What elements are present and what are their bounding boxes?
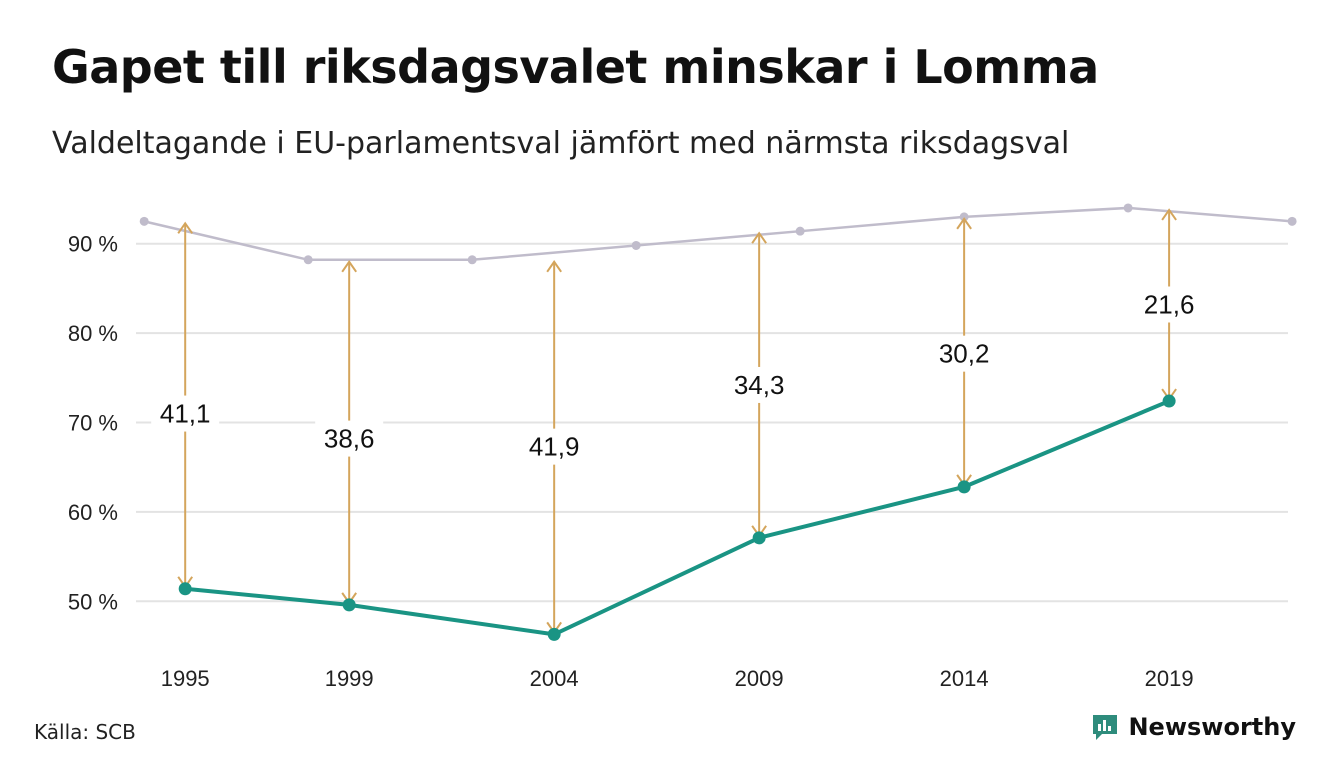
gap-label-bg (1135, 286, 1204, 323)
y-tick-label: 50 % (68, 589, 118, 614)
gap-arrowhead-up (341, 260, 358, 273)
gap-arrowhead-up (177, 221, 194, 234)
riksdag-point (795, 226, 805, 236)
gap-arrowhead-up (546, 260, 562, 273)
gap-label: 21,6 (1144, 289, 1195, 319)
eu-point (752, 531, 766, 545)
x-tick-label: 2014 (940, 666, 989, 691)
gap-arrowhead-up (956, 217, 972, 230)
riksdag-point (1123, 203, 1133, 213)
source-note: Källa: SCB (34, 720, 136, 744)
chart-subtitle: Valdeltagande i EU-parlamentsval jämfört… (52, 126, 1070, 161)
eu-series (178, 394, 1176, 641)
riksdag-point (631, 240, 641, 250)
riksdag-point (467, 255, 477, 265)
x-tick-label: 1999 (325, 666, 374, 691)
x-tick-label: 2004 (530, 666, 579, 691)
gap-label: 41,1 (160, 399, 211, 429)
gap-labels: 41,1 38,6 41,9 34,3 30,2 21,6 (151, 286, 1204, 465)
riksdag-series (139, 203, 1297, 265)
gap-arrowhead-up (1161, 208, 1177, 221)
y-tick-label: 60 % (68, 500, 118, 525)
chart-title: Gapet till riksdagsvalet minskar i Lomma (52, 40, 1099, 94)
gap-label: 30,2 (939, 339, 990, 369)
y-tick-label: 90 % (68, 232, 118, 257)
gap-label-bg (315, 420, 384, 457)
riksdag-line (143, 206, 1293, 262)
eu-point (342, 598, 356, 612)
y-tick-label: 70 % (68, 411, 118, 436)
gap-label: 41,9 (529, 432, 580, 462)
bar-chart-speech-bubble-icon (1093, 715, 1118, 740)
x-tick-label: 2019 (1145, 666, 1194, 691)
eu-line (185, 399, 1170, 637)
line-chart: 50 % 60 % 70 % 80 % 90 % 1995 1999 2004 2009 201… (68, 203, 1297, 691)
gap-label: 38,6 (324, 424, 375, 454)
y-axis: 50 % 60 % 70 % 80 % 90 % (68, 232, 118, 615)
riksdag-point (303, 255, 313, 265)
riksdag-point (1287, 216, 1297, 226)
brand-logo: Newsworthy (1090, 712, 1296, 742)
y-tick-label: 80 % (68, 321, 118, 346)
x-tick-label: 1995 (161, 666, 210, 691)
gap-arrowhead-up (751, 231, 767, 244)
x-axis: 1995 1999 2004 2009 2014 2019 (161, 666, 1194, 691)
riksdag-point (139, 216, 149, 226)
gap-label-bg (520, 428, 589, 465)
x-tick-label: 2009 (735, 666, 784, 691)
eu-point (547, 627, 561, 641)
eu-point (1162, 394, 1176, 408)
gap-label-bg (151, 395, 220, 432)
riksdag-point (959, 212, 969, 222)
eu-point (178, 582, 192, 596)
eu-point (957, 480, 971, 494)
gap-label-bg (930, 335, 999, 372)
gap-label: 34,3 (734, 370, 785, 400)
gap-label-bg (725, 366, 794, 403)
brand-name: Newsworthy (1128, 713, 1296, 741)
